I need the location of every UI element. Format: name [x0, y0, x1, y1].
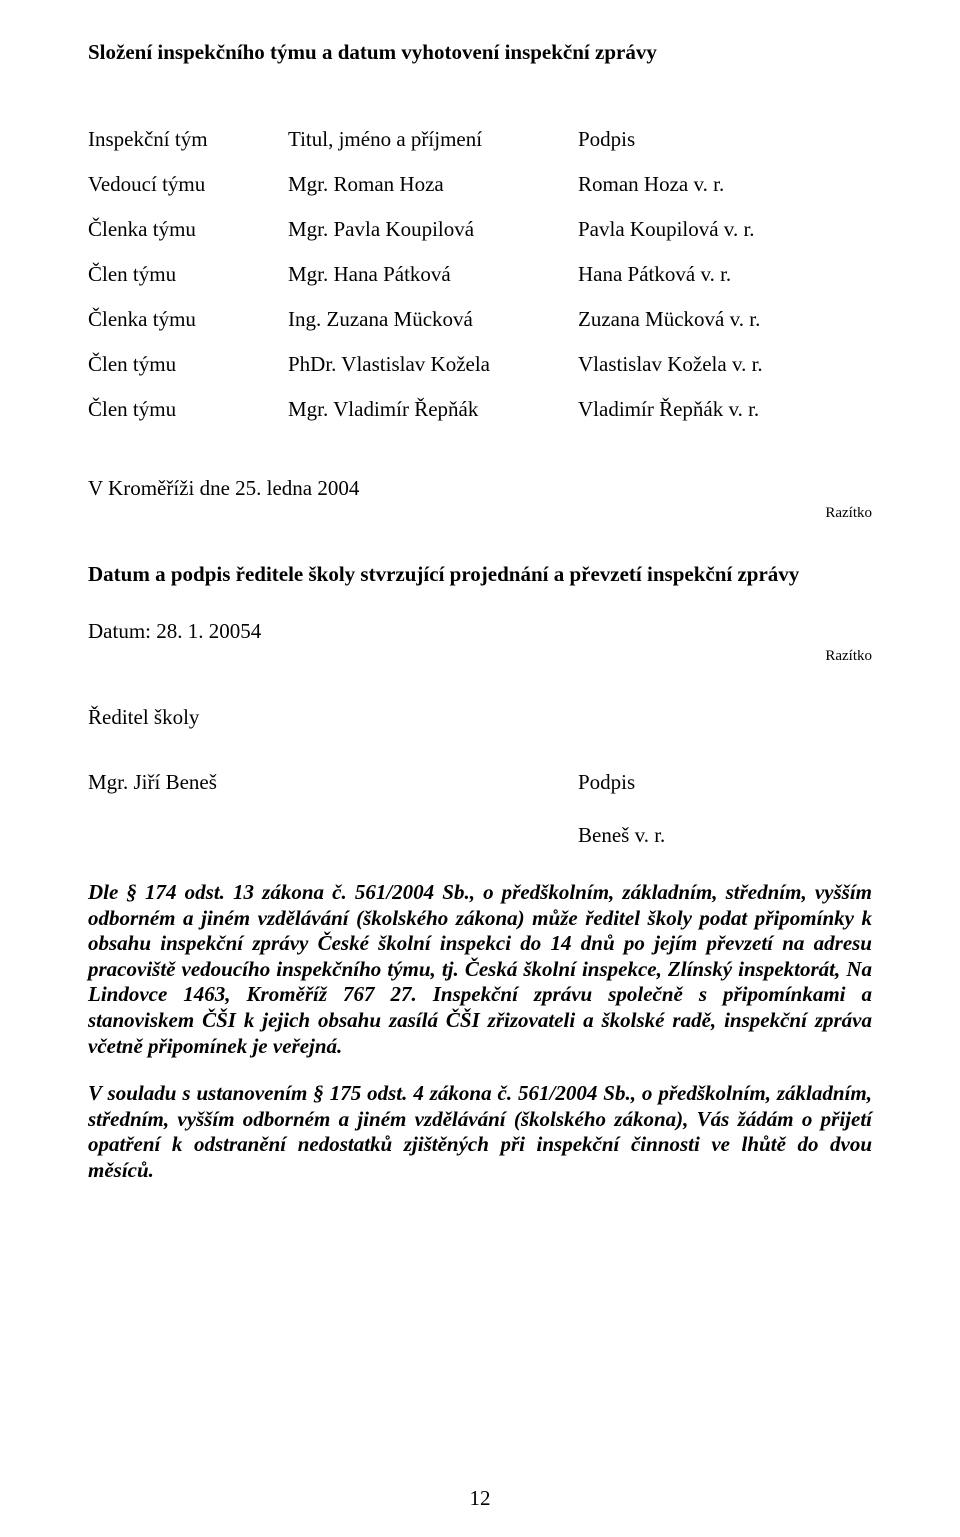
- legal1-lead: Dle § 174 odst. 13 zákona č. 561/2004 Sb…: [88, 880, 470, 904]
- legal-paragraph-1: Dle § 174 odst. 13 zákona č. 561/2004 Sb…: [88, 880, 872, 1059]
- stamp-label: Razítko: [88, 648, 872, 665]
- team-row: Členka týmu Ing. Zuzana Mücková Zuzana M…: [88, 297, 872, 342]
- team-name: Mgr. Vladimír Řepňák: [288, 387, 578, 432]
- team-name: Mgr. Roman Hoza: [288, 162, 578, 207]
- team-sig: Hana Pátková v. r.: [578, 252, 872, 297]
- team-role: Členka týmu: [88, 297, 288, 342]
- team-name: Ing. Zuzana Mücková: [288, 297, 578, 342]
- team-sig: Vlastislav Kožela v. r.: [578, 342, 872, 387]
- director-signature: Beneš v. r.: [88, 823, 872, 848]
- page-number: 12: [0, 1486, 960, 1511]
- team-sig: Zuzana Mücková v. r.: [578, 297, 872, 342]
- team-header-name: Titul, jméno a příjmení: [288, 117, 578, 162]
- team-name: PhDr. Vlastislav Kožela: [288, 342, 578, 387]
- team-role: Člen týmu: [88, 342, 288, 387]
- team-role: Vedoucí týmu: [88, 162, 288, 207]
- team-name: Mgr. Hana Pátková: [288, 252, 578, 297]
- section-heading: Datum a podpis ředitele školy stvrzující…: [88, 562, 872, 587]
- team-row: Člen týmu Mgr. Vladimír Řepňák Vladimír …: [88, 387, 872, 432]
- team-role: Člen týmu: [88, 252, 288, 297]
- podpis-label: Podpis: [578, 770, 872, 795]
- team-table: Inspekční tým Titul, jméno a příjmení Po…: [88, 117, 872, 432]
- legal1-rest: , o předškolním, základním, středním, vy…: [88, 880, 872, 1058]
- page: Složení inspekčního týmu a datum vyhotov…: [0, 0, 960, 1537]
- team-row: Člen týmu Mgr. Hana Pátková Hana Pátková…: [88, 252, 872, 297]
- team-header-row: Inspekční tým Titul, jméno a příjmení Po…: [88, 117, 872, 162]
- place-date: V Kroměříži dne 25. ledna 2004: [88, 476, 872, 501]
- director-name: Mgr. Jiří Beneš: [88, 770, 578, 795]
- director-label: Ředitel školy: [88, 705, 872, 730]
- team-role: Členka týmu: [88, 207, 288, 252]
- page-title: Složení inspekčního týmu a datum vyhotov…: [88, 40, 872, 65]
- team-name: Mgr. Pavla Koupilová: [288, 207, 578, 252]
- date2: Datum: 28. 1. 20054: [88, 619, 872, 644]
- team-header-role: Inspekční tým: [88, 117, 288, 162]
- director-signature-row: Mgr. Jiří Beneš Podpis: [88, 770, 872, 795]
- team-row: Vedoucí týmu Mgr. Roman Hoza Roman Hoza …: [88, 162, 872, 207]
- team-row: Členka týmu Mgr. Pavla Koupilová Pavla K…: [88, 207, 872, 252]
- team-row: Člen týmu PhDr. Vlastislav Kožela Vlasti…: [88, 342, 872, 387]
- team-header-sig: Podpis: [578, 117, 872, 162]
- team-sig: Roman Hoza v. r.: [578, 162, 872, 207]
- legal-paragraph-2: V souladu s ustanovením § 175 odst. 4 zá…: [88, 1081, 872, 1183]
- legal2-text: V souladu s ustanovením § 175 odst. 4 zá…: [88, 1081, 872, 1182]
- team-sig: Vladimír Řepňák v. r.: [578, 387, 872, 432]
- team-role: Člen týmu: [88, 387, 288, 432]
- team-sig: Pavla Koupilová v. r.: [578, 207, 872, 252]
- stamp-label: Razítko: [88, 505, 872, 522]
